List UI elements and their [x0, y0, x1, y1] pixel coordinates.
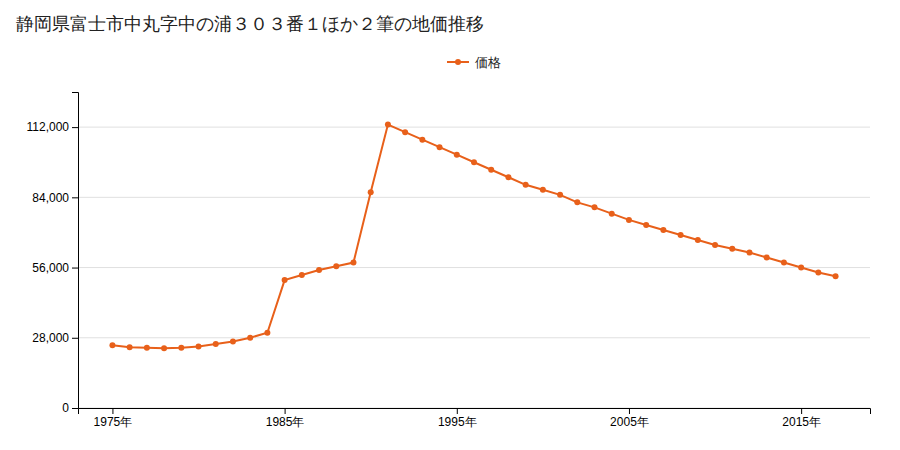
tick-label: 2005年 [610, 415, 649, 429]
point [678, 232, 684, 238]
point [523, 182, 529, 188]
point [333, 263, 339, 269]
marks [109, 122, 838, 352]
tick-mark [72, 268, 78, 269]
tick: 56,000 [32, 261, 78, 275]
chart-container: 静岡県富士市中丸字中の浦３０３番１ほか２筆の地価推移 1975年 1985年 1995… [0, 0, 900, 450]
point [471, 159, 477, 165]
tick-mark [801, 408, 802, 414]
x-axis: 1975年 1985年 1995年 2005年 2015年 [79, 408, 871, 429]
legend: 価格 [447, 55, 501, 70]
point [798, 265, 804, 271]
point [540, 187, 546, 193]
point [230, 339, 236, 345]
point [574, 199, 580, 205]
grid-line [78, 127, 870, 128]
point [437, 144, 443, 150]
point [712, 242, 718, 248]
legend-label: 価格 [475, 55, 501, 70]
point [781, 260, 787, 266]
y-axis: 0 28,000 56,000 84,000 112,000 [27, 93, 79, 416]
point [609, 211, 615, 217]
tick-label: 1995年 [438, 415, 477, 429]
tick: 2005年 [610, 408, 649, 429]
point [350, 260, 356, 266]
point [109, 342, 115, 348]
point [695, 237, 701, 243]
axis-line [72, 93, 79, 409]
grid [78, 127, 870, 408]
point [729, 246, 735, 252]
tick: 28,000 [32, 331, 78, 345]
point [368, 189, 374, 195]
tick: 84,000 [32, 191, 78, 205]
tick: 112,000 [27, 120, 79, 134]
tick-label: 0 [62, 401, 69, 415]
point [643, 222, 649, 228]
point [454, 152, 460, 158]
tick-label: 28,000 [32, 331, 69, 345]
point [764, 255, 770, 261]
tick-label: 112,000 [27, 120, 70, 134]
tick-mark [72, 408, 78, 409]
tick: 1995年 [438, 408, 477, 429]
point [505, 174, 511, 180]
chart-svg: 静岡県富士市中丸字中の浦３０３番１ほか２筆の地価推移 1975年 1985年 1995… [0, 0, 900, 450]
point [385, 122, 391, 128]
point [402, 129, 408, 135]
tick-label: 84,000 [32, 191, 69, 205]
point [178, 345, 184, 351]
point [196, 344, 202, 350]
point [299, 272, 305, 278]
tick-mark [457, 408, 458, 414]
point [213, 341, 219, 347]
grid-line [78, 197, 870, 198]
tick-label: 1975年 [94, 415, 133, 429]
point [557, 192, 563, 198]
point [264, 330, 270, 336]
point [419, 137, 425, 143]
legend-marker [455, 59, 461, 65]
legend-item: 価格 [447, 55, 501, 70]
tick: 0 [62, 401, 78, 415]
tick-label: 1985年 [266, 415, 305, 429]
point [144, 345, 150, 351]
tick: 1975年 [94, 408, 133, 429]
tick-mark [72, 338, 78, 339]
point [161, 345, 167, 351]
point [127, 344, 133, 350]
tick-mark [285, 408, 286, 414]
plot-area: 1975年 1985年 1995年 2005年 2015年 0 28,000 56,000 84… [27, 93, 871, 429]
point [626, 217, 632, 223]
tick: 1985年 [266, 408, 305, 429]
point [316, 267, 322, 273]
point [247, 335, 253, 341]
tick-mark [72, 127, 78, 128]
grid-line [78, 267, 870, 268]
point [488, 167, 494, 173]
axis-line [79, 409, 871, 415]
tick-mark [112, 408, 113, 414]
title: 静岡県富士市中丸字中の浦３０３番１ほか２筆の地価推移 [16, 13, 484, 34]
point [282, 277, 288, 283]
tick: 2015年 [782, 408, 821, 429]
points [109, 122, 838, 352]
grid-line [78, 337, 870, 338]
point [592, 204, 598, 210]
tick-mark [72, 197, 78, 198]
tick-label: 2015年 [782, 415, 821, 429]
point [815, 270, 821, 276]
point [660, 227, 666, 233]
tick-mark [629, 408, 630, 414]
line [112, 125, 835, 349]
point [746, 250, 752, 256]
tick-label: 56,000 [32, 261, 69, 275]
point [833, 273, 839, 279]
